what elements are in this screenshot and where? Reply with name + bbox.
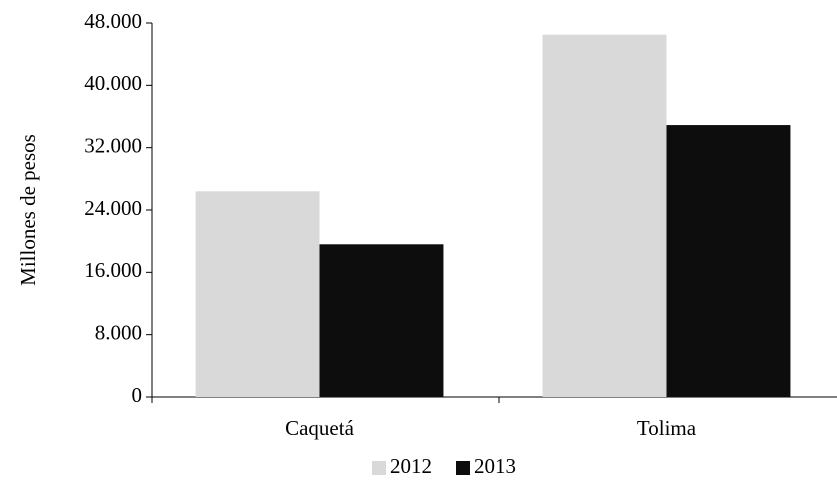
bar — [195, 191, 320, 397]
bar — [319, 244, 444, 397]
y-tick-label: 0 — [132, 383, 143, 407]
y-tick-label: 8.000 — [95, 320, 142, 344]
legend-label: 2013 — [474, 454, 516, 478]
y-axis-label: Millones de pesos — [16, 134, 40, 286]
legend-swatch — [372, 461, 386, 475]
x-tick-label: Caquetá — [285, 416, 354, 440]
y-tick-label: 40.000 — [84, 71, 142, 95]
x-tick-label: Tolima — [637, 416, 697, 440]
y-tick-label: 32.000 — [84, 133, 142, 157]
legend-swatch — [456, 461, 470, 475]
y-tick-label: 48.000 — [84, 9, 142, 33]
bar — [542, 34, 667, 397]
y-tick-label: 16.000 — [84, 258, 142, 282]
bar — [666, 125, 791, 397]
legend-label: 2012 — [390, 454, 432, 478]
y-tick-label: 24.000 — [84, 196, 142, 220]
